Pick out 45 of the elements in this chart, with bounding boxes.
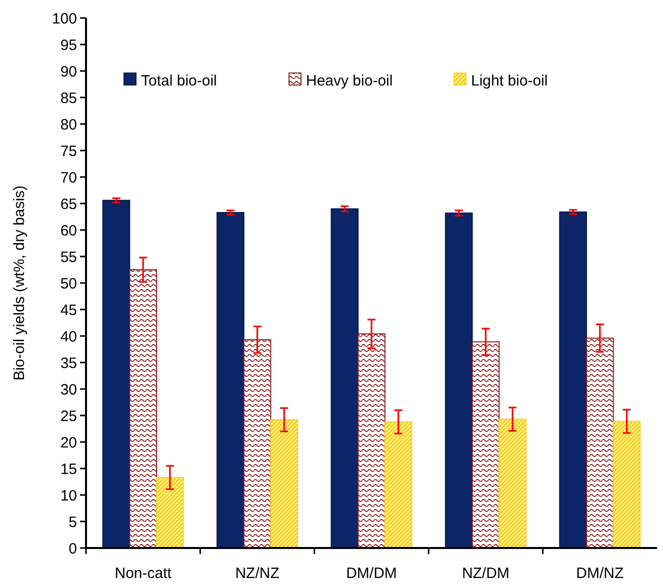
- bar: [129, 269, 158, 548]
- x-tick-label: Non-catt: [114, 565, 172, 582]
- bar: [559, 211, 587, 548]
- x-tick-label: DM/DM: [346, 565, 397, 582]
- legend-label: Heavy bio-oil: [306, 72, 393, 90]
- y-tick-label: 60: [60, 222, 77, 240]
- y-tick-label: 70: [60, 169, 77, 186]
- y-tick-label: 45: [60, 302, 77, 319]
- legend-label: Light bio-oil: [471, 72, 548, 90]
- y-axis-title: Bio-oil yields (wt%, dry basis): [11, 185, 28, 381]
- y-tick-label: 15: [60, 460, 77, 478]
- y-tick-label: 30: [60, 381, 77, 398]
- y-tick-label: 0: [68, 540, 77, 558]
- x-tick-label: NZ/NZ: [235, 565, 280, 582]
- bar: [243, 339, 272, 548]
- y-tick-label: 35: [60, 354, 77, 372]
- x-tick-label: NZ/DM: [462, 565, 510, 582]
- legend-label: Total bio-oil: [141, 72, 217, 90]
- bar: [156, 477, 184, 548]
- y-tick-label: 55: [60, 248, 77, 266]
- y-tick-label: 65: [60, 196, 77, 213]
- bar: [270, 419, 298, 548]
- bar: [102, 200, 130, 548]
- bar: [472, 341, 500, 548]
- y-tick-label: 20: [60, 434, 77, 452]
- bar: [586, 338, 614, 548]
- bar: [216, 212, 244, 548]
- y-tick-label: 85: [60, 90, 77, 107]
- y-tick-label: 50: [60, 275, 77, 292]
- y-tick-label: 100: [52, 10, 77, 28]
- bar: [384, 421, 412, 548]
- bar: [498, 418, 526, 548]
- bar: [444, 212, 473, 548]
- y-tick-label: 80: [60, 116, 77, 134]
- y-tick-label: 5: [68, 514, 77, 531]
- y-tick-label: 10: [60, 487, 77, 504]
- y-tick-label: 40: [60, 328, 77, 346]
- bar: [358, 333, 386, 548]
- x-tick-label: DM/NZ: [576, 565, 624, 582]
- bar: [612, 420, 641, 548]
- y-tick-label: 75: [60, 142, 77, 160]
- y-tick-label: 90: [60, 63, 77, 80]
- y-tick-label: 95: [60, 36, 77, 54]
- y-tick-label: 25: [60, 408, 77, 425]
- bar: [330, 208, 359, 548]
